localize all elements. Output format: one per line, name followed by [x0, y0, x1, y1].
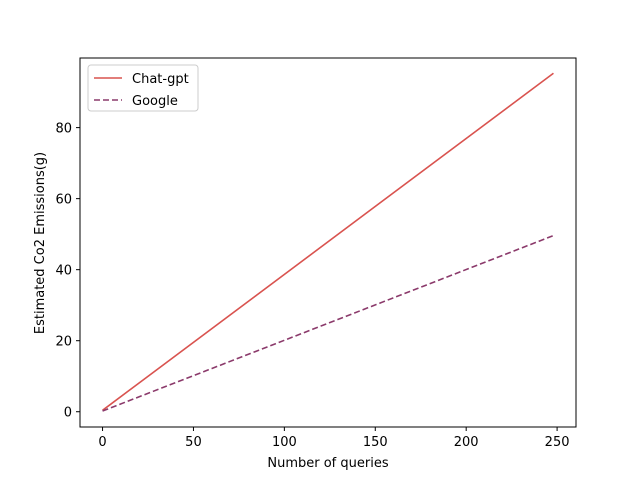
legend-label: Google	[132, 94, 178, 109]
y-tick-label: 20	[55, 335, 72, 350]
legend: Chat-gpt Google	[87, 64, 199, 112]
x-tick-label: 100	[272, 435, 297, 450]
y-tick-label: 80	[55, 122, 72, 137]
y-axis: 0 20 40 60 80	[55, 122, 80, 421]
series-layer	[102, 72, 554, 412]
x-axis: 0 50 100 150 200 250	[98, 427, 570, 450]
x-tick-label: 150	[363, 435, 388, 450]
y-tick-label: 60	[55, 193, 72, 208]
x-tick-label: 50	[185, 435, 202, 450]
legend-label: Chat-gpt	[132, 72, 189, 87]
y-tick-label: 0	[64, 406, 72, 421]
y-tick-label: 40	[55, 264, 72, 279]
x-axis-label: Number of queries	[267, 456, 388, 471]
x-tick-label: 250	[545, 435, 570, 450]
x-tick-label: 0	[98, 435, 106, 450]
y-axis-label: Estimated Co2 Emissions(g)	[33, 152, 48, 334]
series-line-chat-gpt	[102, 72, 554, 411]
x-tick-label: 200	[454, 435, 479, 450]
